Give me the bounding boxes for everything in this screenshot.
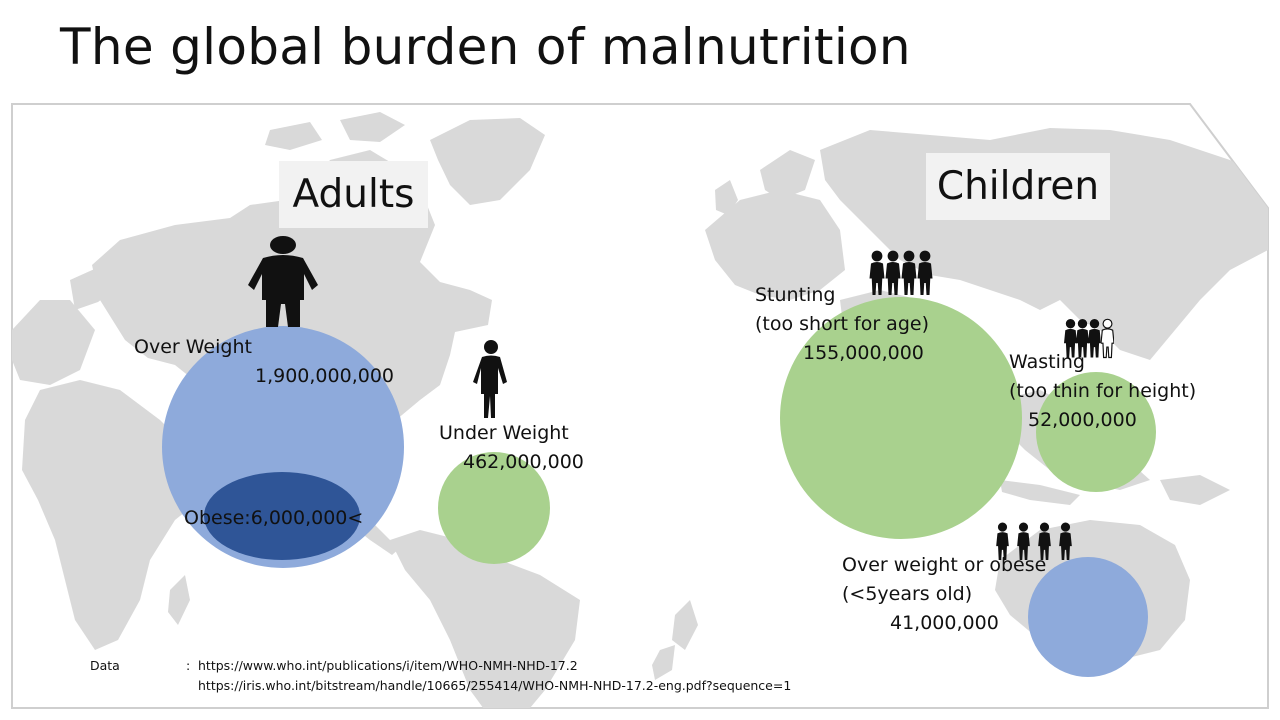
child-overweight-circle <box>1028 557 1148 677</box>
source-link-who[interactable]: https://www.who.int/publications/i/item/… <box>198 658 578 673</box>
stunting-label: Stunting <box>755 284 836 306</box>
child-overweight-label: Over weight or obese <box>842 554 1047 576</box>
over-weight-label: Over Weight <box>134 336 252 358</box>
wasting-label: Wasting <box>1009 351 1085 373</box>
child-overweight-value: 41,000,000 <box>890 612 999 634</box>
underweight-adult-icon <box>473 340 507 418</box>
stunting-value: 155,000,000 <box>803 342 924 364</box>
source-separator: : <box>186 658 191 673</box>
source-label: Data <box>90 658 120 673</box>
child-overweight-sublabel: (<5years old) <box>842 583 973 605</box>
source-link-iris[interactable]: https://iris.who.int/bitstream/handle/10… <box>198 678 792 693</box>
page-title: The global burden of malnutrition <box>60 18 911 76</box>
wasting-circle <box>1036 372 1156 492</box>
obese-label: Obese:6,000,000< <box>184 507 364 529</box>
under-weight-label: Under Weight <box>439 422 569 444</box>
stunting-circle <box>780 297 1022 539</box>
wasting-sublabel: (too thin for height) <box>1009 380 1197 402</box>
under-weight-circle <box>438 452 550 564</box>
over-weight-value: 1,900,000,000 <box>255 365 395 387</box>
stunting-sublabel: (too short for age) <box>755 313 929 335</box>
obese-ellipse <box>204 472 360 560</box>
children-heading: Children <box>926 153 1110 220</box>
under-weight-value: 462,000,000 <box>463 451 584 473</box>
wasting-value: 52,000,000 <box>1028 409 1137 431</box>
overweight-adult-icon <box>248 236 318 327</box>
adults-heading: Adults <box>279 161 428 228</box>
